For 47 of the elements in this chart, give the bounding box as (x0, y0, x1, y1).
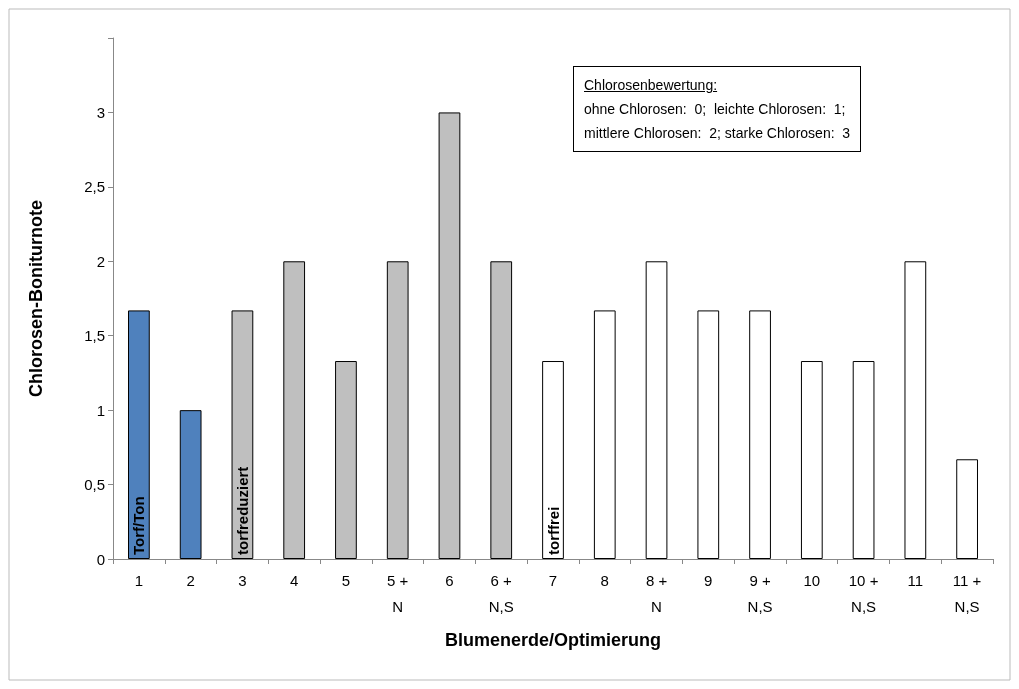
x-tick-label: 2 (186, 571, 195, 589)
bar (749, 310, 771, 559)
bar (800, 361, 823, 559)
x-tick-label: 3 (238, 571, 247, 589)
x-tick-label: 5 (341, 571, 351, 589)
y-tick-label: 0 (96, 550, 105, 568)
x-axis-title: Blumenerde/Optimierung (444, 630, 662, 650)
annotation: torfreduziert (233, 466, 251, 555)
x-tick-label: 4 (290, 571, 299, 589)
annotation: Chlorosenbewertung: ohne Chlorosen: 0; leichte Chlorosen: 1; mittlere Chlorosen: 2; starke Chlorosen: 3 (584, 76, 851, 143)
bar (593, 310, 616, 559)
y-tick-label: 2 (96, 252, 105, 270)
y-tick-label: 0,5 (84, 476, 105, 494)
bar (645, 261, 668, 559)
x-tick-label: 8 + N (645, 571, 668, 615)
y-tick-label: 1,5 (84, 327, 105, 345)
x-tick-label: 10 (803, 571, 821, 589)
y-tick-label: 2,5 (84, 178, 105, 196)
x-tick-label: 1 (134, 571, 144, 589)
bar (335, 361, 357, 559)
bar (490, 261, 513, 559)
y-tick-label: 3 (96, 103, 105, 121)
y-tick-label: 1 (96, 401, 105, 419)
x-tick-label: 6 + N,S (488, 571, 514, 615)
bar (956, 459, 978, 559)
x-tick-label: 11 + N,S (952, 571, 982, 615)
x-tick-label: 11 (907, 571, 924, 589)
bar (542, 361, 564, 559)
x-tick-label: 9 + N,S (747, 571, 773, 615)
x-tick-label: 10 + N,S (848, 571, 879, 615)
bar (852, 361, 875, 559)
annotation: Torf/Ton (130, 496, 148, 555)
bar (231, 310, 254, 559)
x-tick-label: 8 (600, 571, 609, 589)
x-tick-label: 6 (445, 571, 454, 589)
bar (283, 261, 306, 559)
bar (904, 261, 927, 559)
bar (128, 310, 150, 559)
bar (179, 410, 202, 559)
annotation: torffrei (544, 506, 562, 555)
x-tick-label: 7 (548, 571, 558, 589)
bar (386, 261, 409, 559)
bar (438, 112, 461, 559)
x-tick-label: 9 (704, 571, 713, 589)
x-tick-label: 5 + N (387, 571, 409, 615)
y-axis-title: Chlorosen-Boniturnote (26, 200, 46, 397)
bar (697, 310, 720, 559)
